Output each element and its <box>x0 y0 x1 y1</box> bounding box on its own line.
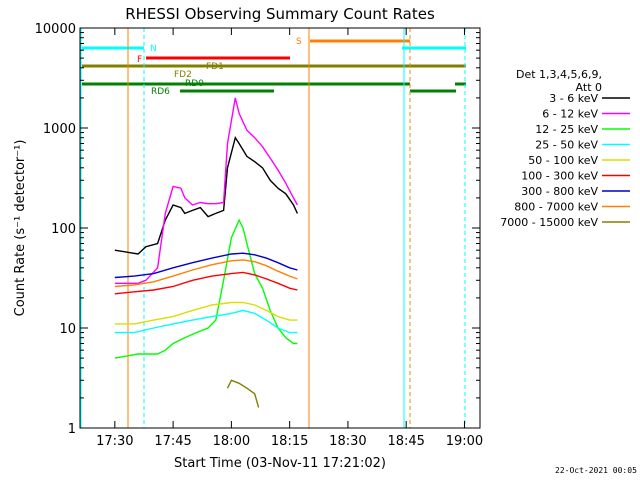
series-lines <box>114 97 299 408</box>
x-tick-label: 17:30 <box>96 434 133 449</box>
flag-label: S <box>296 37 302 47</box>
x-tick-label: 18:30 <box>329 434 366 449</box>
legend-entry: 6 - 12 keV <box>542 108 598 121</box>
x-tick-label: 17:45 <box>154 434 191 449</box>
flag-label: FD2 <box>174 70 192 80</box>
series-line-7 <box>114 259 298 288</box>
legend-entry: 800 - 7000 keV <box>514 201 598 214</box>
legend-entry: 7000 - 15000 keV <box>500 216 598 229</box>
series-line-4 <box>114 301 298 325</box>
legend-entry: 100 - 300 keV <box>521 170 598 183</box>
flag-label: F <box>137 55 142 65</box>
plot-axes: 17:30 17:45 18:00 18:15 18:30 18:45 19:00 1 10 10… <box>35 22 484 449</box>
x-axis-label: Start Time (03-Nov-11 17:21:02) <box>174 456 386 471</box>
series-line-6 <box>114 252 298 279</box>
legend-entry: 50 - 100 keV <box>528 154 598 167</box>
flag-label: FD1 <box>206 62 224 72</box>
flag-label: RD0 <box>185 79 204 89</box>
chart-title: RHESSI Observing Summary Count Rates <box>125 5 435 23</box>
legend-header: Det 1,3,4,5,6,9, <box>516 68 602 81</box>
series-line-5 <box>114 271 298 295</box>
legend-entry: 300 - 800 keV <box>521 185 598 198</box>
y-axis-label: Count Rate (s⁻¹ detector⁻¹) <box>13 140 28 317</box>
y-tick-label: 10000 <box>35 22 76 37</box>
y-tick-label: 1 <box>68 422 76 437</box>
x-tick-label: 19:00 <box>446 434 483 449</box>
legend-entry: 12 - 25 keV <box>535 123 598 136</box>
x-tick-label: 18:15 <box>271 434 308 449</box>
series-line-2 <box>114 218 298 359</box>
legend-header: Att 0 <box>576 81 602 94</box>
y-tick-label: 1000 <box>43 122 76 137</box>
x-tick-label: 18:45 <box>387 434 424 449</box>
legend-entry: 3 - 6 keV <box>549 92 598 105</box>
x-tick-label: 18:00 <box>213 434 250 449</box>
legend-entry: 25 - 50 keV <box>535 139 598 152</box>
flag-label: RD6 <box>151 87 170 97</box>
series-line-1 <box>114 97 299 284</box>
y-tick-label: 100 <box>51 222 76 237</box>
timestamp: 22-Oct-2021 00:05 <box>555 466 637 475</box>
y-tick-label: 10 <box>59 322 76 337</box>
legend: Det 1,3,4,5,6,9,Att 03 - 6 keV 6 - 12 keV… <box>500 68 630 229</box>
flag-label: N <box>150 44 157 54</box>
series-line-8 <box>226 379 260 408</box>
series-line-3 <box>114 309 298 334</box>
